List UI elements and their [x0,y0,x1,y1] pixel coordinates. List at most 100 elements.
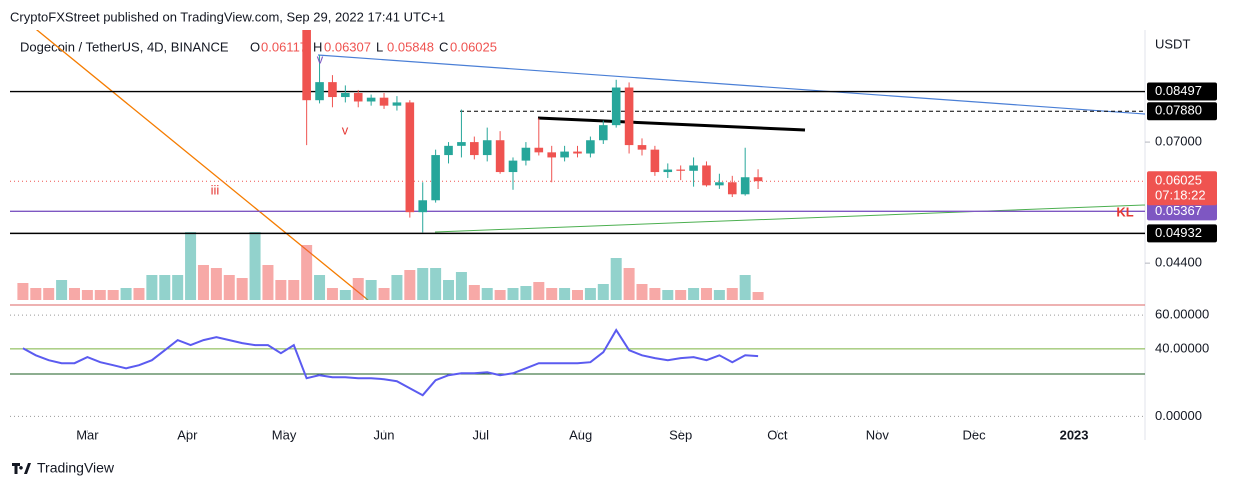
volume-bar [752,292,764,300]
volume-bar [533,282,545,300]
ohlc-value: 0.06117 [261,39,307,54]
x-tick-label: Oct [767,427,788,442]
volume-bar [146,275,158,300]
candle-body [637,145,647,150]
candle-body [547,152,557,158]
candle-body [315,82,324,101]
x-tick-label: Jun [374,427,395,442]
candle-body [431,155,440,201]
x-tick-label: Mar [76,427,99,442]
candle-body [521,147,531,161]
annotation: v [317,51,324,66]
volume-bar [468,285,480,300]
volume-bar [94,290,106,300]
volume-bar [443,280,455,300]
y-tick-label: 0.07000 [1155,134,1202,149]
x-tick-label: Sep [669,427,692,442]
y-tick-label: 0.04400 [1155,255,1202,270]
volume-bar [662,290,674,300]
volume-bar [623,268,635,300]
candle-body [586,140,595,154]
volume-bar [455,272,467,300]
volume-bar [301,245,313,300]
x-tick-label: Jul [472,427,489,442]
last-price-box [1147,171,1217,206]
candle-body [727,182,737,195]
ohlc-value: 0.06025 [450,39,497,54]
last-price-label: 0.06025 [1155,173,1202,188]
volume-bar [546,288,558,300]
volume-bar [288,280,300,300]
ohlc-letter: L [376,39,383,54]
annotation: iii [211,182,220,197]
candle-body [341,93,350,98]
candle-body [650,149,660,173]
candle-body [573,151,582,154]
volume-bar [584,288,596,300]
volume-bar [172,275,184,300]
countdown: 07:18:22 [1155,188,1206,203]
volume-bar [636,284,648,300]
candle-body [444,145,453,156]
volume-bar [597,284,609,300]
volume-bar [404,270,416,300]
ohlc-letter: C [439,39,448,54]
candle-body [302,30,311,101]
level-box [1147,202,1217,221]
volume-bar [120,288,132,300]
tradingview-logo: TradingView [12,460,115,476]
ohlc-value: 0.06307 [324,39,371,54]
volume-bar [391,275,403,300]
volume-bar [700,288,712,300]
candle-body [508,160,518,173]
candle-body [534,147,544,153]
x-tick-label: May [272,427,297,442]
volume-bar [378,288,390,300]
volume-bar [675,290,687,300]
volume-bar [68,288,80,300]
volume-bar [107,290,119,300]
candle-body [624,87,634,146]
volume-bar [43,288,55,300]
volume-bar [210,268,222,300]
candle-body [392,102,402,106]
x-tick-label: Nov [866,427,890,442]
volume-bar [223,275,235,300]
volume-bar [314,275,326,300]
x-tick-label: Aug [569,427,592,442]
volume-bar [559,288,571,300]
volume-bar [481,288,493,300]
volume-bar [30,288,42,300]
candle-body [715,182,724,186]
candle-body [379,97,389,106]
candle-body [753,177,763,182]
volume-bar [572,290,583,300]
candle-body [495,140,505,173]
level-box [1147,102,1217,121]
volume-bar [185,232,197,300]
annotation: KL [1116,204,1133,219]
ohlc-value: 0.05848 [387,39,434,54]
volume-bar [649,288,661,300]
candle-body [418,200,428,213]
volume-bar [133,288,145,300]
volume-bar [520,286,532,300]
level-label: 0.07880 [1155,103,1202,118]
volume-bar [417,268,429,300]
y-tick-label: 40.00000 [1155,340,1209,355]
volume-bar [236,278,248,300]
volume-bar [249,232,261,300]
trendline [317,54,1145,115]
volume-bar [610,258,622,300]
volume-bar [339,290,351,300]
volume-bar [352,278,364,300]
volume-bar [326,288,338,300]
trendline [434,204,1145,233]
x-tick-label: Dec [963,427,987,442]
volume-bar [688,288,700,300]
volume-bar [17,283,29,300]
volume-bar [197,265,209,300]
candles [302,30,763,233]
candle-body [482,140,492,156]
level-box [1147,224,1217,243]
